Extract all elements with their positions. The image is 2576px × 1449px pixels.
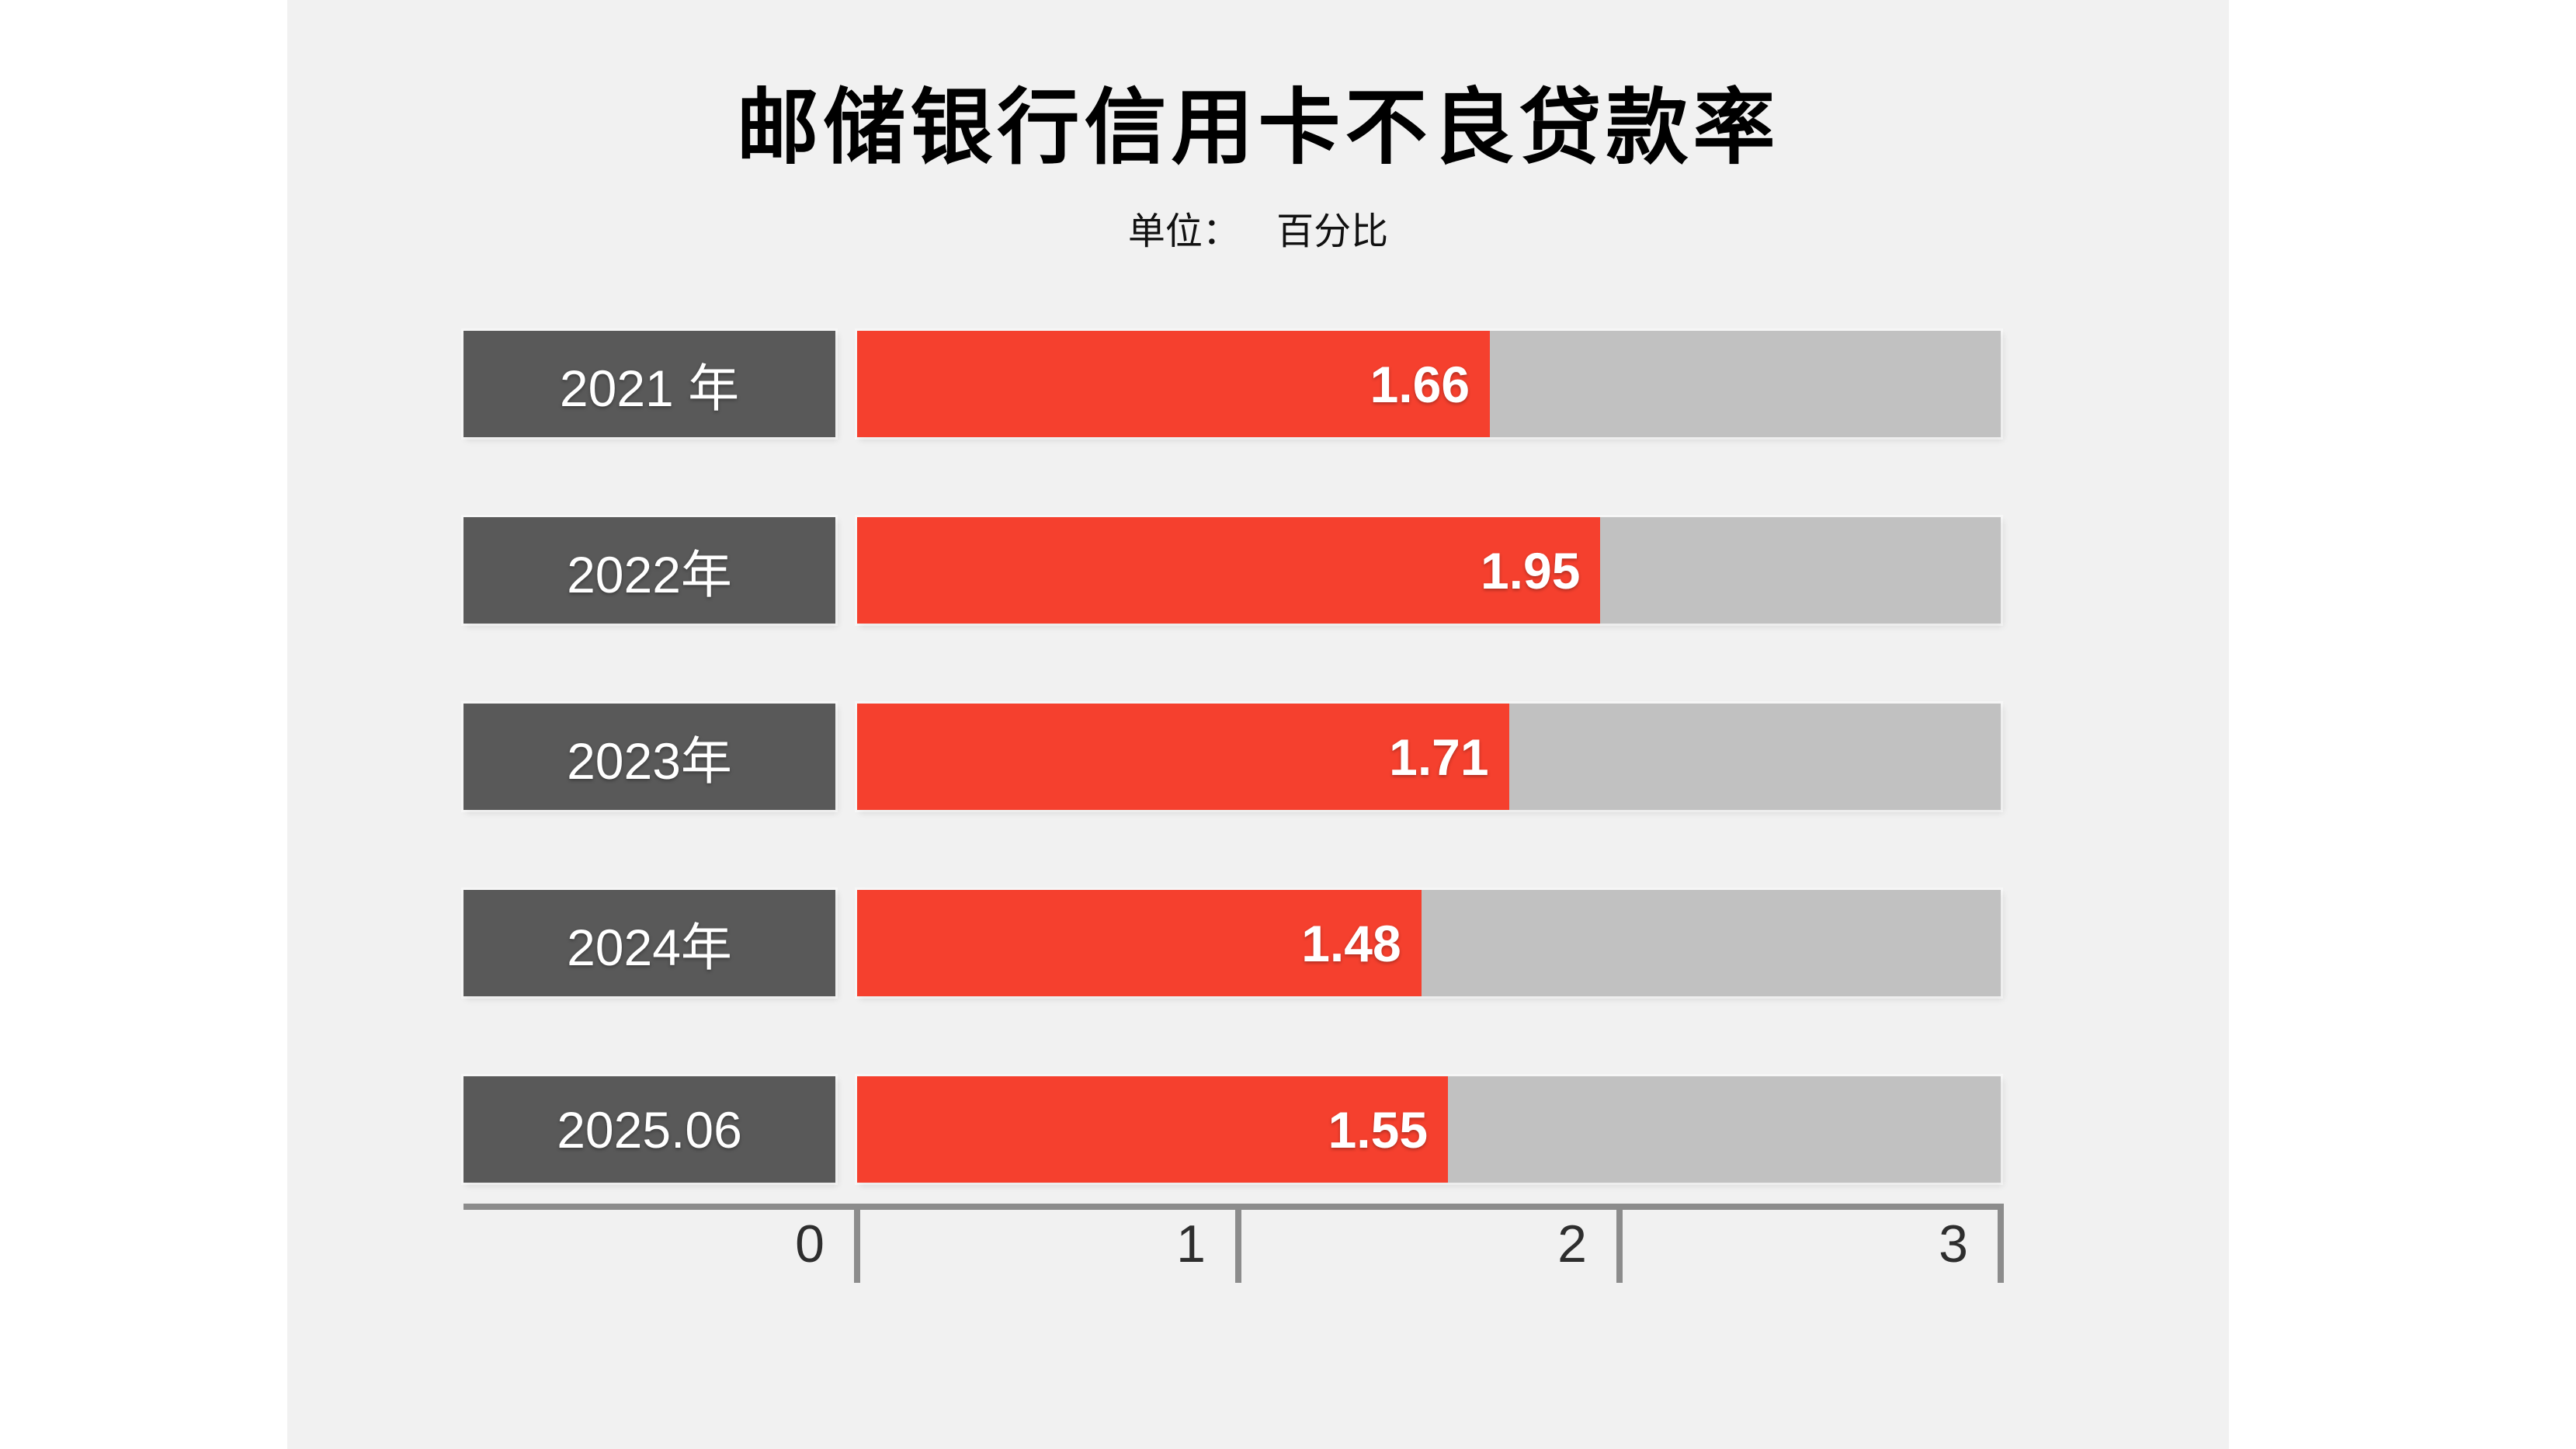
bar-value-label: 1.71 [1389, 728, 1489, 786]
bar-value-fill: 1.48 [857, 890, 1422, 996]
category-label: 2024年 [567, 918, 732, 976]
chart-canvas: 邮储银行信用卡不良贷款率 单位： 百分比 2021 年 1.66 2022年 1… [287, 0, 2229, 1449]
category-label-box: 2025.06 [463, 1076, 835, 1183]
category-label-box: 2021 年 [463, 331, 835, 437]
bar-value-label: 1.95 [1480, 541, 1581, 599]
bar-row: 2025.06 1.55 [287, 1076, 2229, 1183]
bar-track: 1.66 [857, 331, 2001, 437]
bar-value-label: 1.55 [1328, 1100, 1429, 1159]
unit-value: 百分比 [1276, 211, 1389, 252]
category-label: 2021 年 [559, 359, 740, 417]
category-label: 2022年 [567, 545, 732, 603]
bar-row: 2023年 1.71 [287, 704, 2229, 810]
bar-track: 1.95 [857, 517, 2001, 624]
category-label-box: 2022年 [463, 517, 835, 624]
bar-value-fill: 1.66 [857, 331, 1491, 437]
bar-value-label: 1.48 [1301, 914, 1401, 972]
category-label-box: 2024年 [463, 890, 835, 996]
bar-value-fill: 1.55 [857, 1076, 1449, 1183]
bar-value-fill: 1.71 [857, 704, 1509, 810]
bar-value-fill: 1.95 [857, 517, 1601, 624]
unit-label: 单位： [1127, 211, 1240, 252]
category-label: 2025.06 [557, 1100, 742, 1159]
bar-track: 1.71 [857, 704, 2001, 810]
chart-title: 邮储银行信用卡不良贷款率 [736, 82, 1780, 174]
bar-track: 1.55 [857, 1076, 2001, 1183]
category-label: 2023年 [567, 731, 732, 790]
bar-row: 2022年 1.95 [287, 517, 2229, 624]
bar-value-label: 1.66 [1370, 355, 1470, 413]
bar-rows: 2021 年 1.66 2022年 1.95 2023年 1.71 2 [287, 0, 2229, 1449]
bar-row: 2021 年 1.66 [287, 331, 2229, 437]
bar-track: 1.48 [857, 890, 2001, 996]
bar-row: 2024年 1.48 [287, 890, 2229, 996]
chart-subtitle: 单位： 百分比 [287, 200, 2229, 255]
category-label-box: 2023年 [463, 704, 835, 810]
